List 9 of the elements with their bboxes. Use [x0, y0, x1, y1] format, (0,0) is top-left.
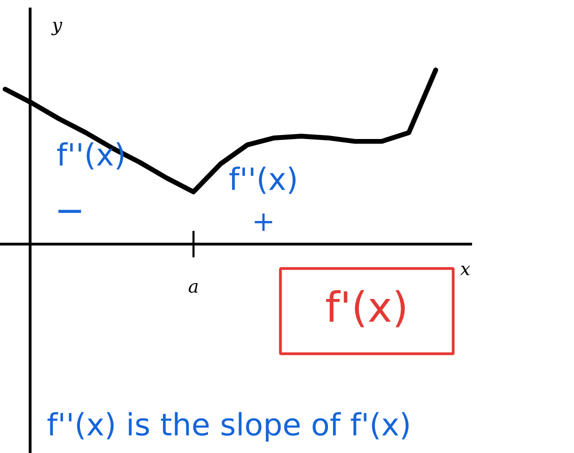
annotation: −: [58, 210, 81, 213]
annotation: +: [254, 213, 272, 231]
text: a: [188, 282, 198, 293]
annotation: f''(x): [57, 142, 124, 170]
annotation: f''(x): [229, 166, 296, 194]
x-axis-title: x: [460, 266, 470, 276]
text: f''(x) is the slope of f'(x): [48, 412, 409, 442]
y-axis-title: y: [51, 22, 62, 36]
text: f'(x): [326, 290, 405, 328]
